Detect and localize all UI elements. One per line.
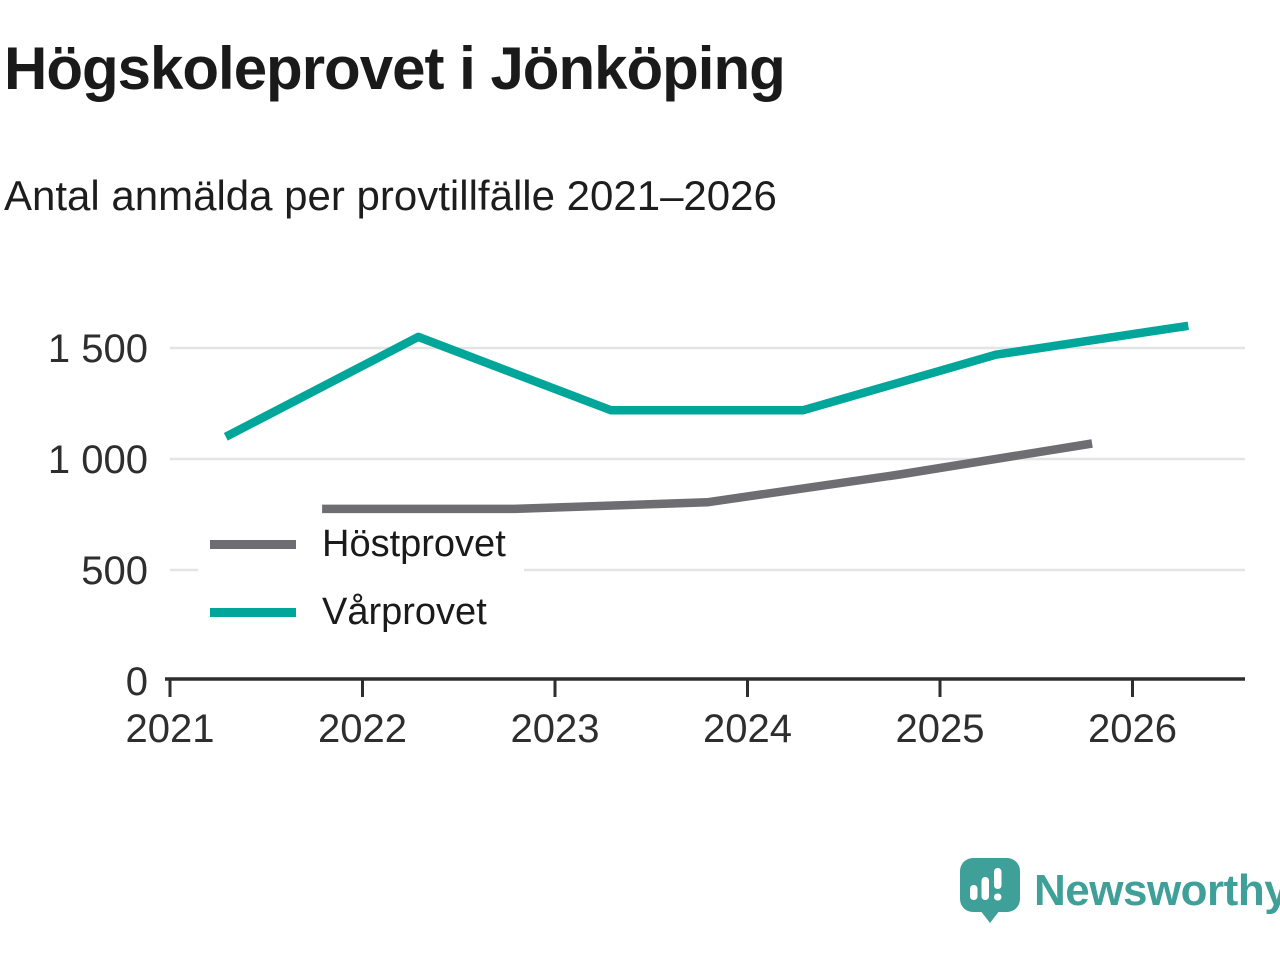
y-axis-tick-label: 500 bbox=[81, 549, 148, 593]
x-axis-tick-label: 2022 bbox=[318, 707, 407, 751]
legend: Höstprovet Vårprovet bbox=[198, 516, 524, 644]
x-axis-tick-label: 2025 bbox=[896, 707, 985, 751]
hostprovet-line-swatch bbox=[210, 540, 296, 550]
x-axis-tick-label: 2026 bbox=[1088, 707, 1177, 751]
y-axis-tick-label: 0 bbox=[126, 660, 148, 704]
newsworthy-logo-icon bbox=[960, 858, 1020, 923]
legend-label: Höstprovet bbox=[322, 523, 506, 565]
series-line-höstprovet bbox=[322, 439, 1093, 514]
legend-item-varprovet: Vårprovet bbox=[210, 590, 506, 634]
chart-subtitle: Antal anmälda per provtillfälle 2021–202… bbox=[4, 172, 777, 219]
legend-label: Vårprovet bbox=[322, 590, 487, 633]
brand-wordmark: Newsworthy bbox=[1034, 866, 1280, 915]
x-axis-tick-label: 2021 bbox=[126, 707, 215, 751]
y-axis-tick-label: 1 500 bbox=[48, 327, 148, 371]
newsworthy-brand: Newsworthy bbox=[960, 858, 1280, 924]
series-line-vårprovet bbox=[223, 321, 1189, 441]
varprovet-line-swatch bbox=[210, 608, 296, 618]
x-axis-tick-label: 2024 bbox=[703, 707, 792, 751]
x-axis-tick-label: 2023 bbox=[511, 707, 600, 751]
chart-title: Högskoleprovet i Jönköping bbox=[4, 35, 786, 102]
y-axis-tick-label: 1 000 bbox=[48, 438, 148, 482]
legend-item-hostprovet: Höstprovet bbox=[210, 523, 506, 566]
